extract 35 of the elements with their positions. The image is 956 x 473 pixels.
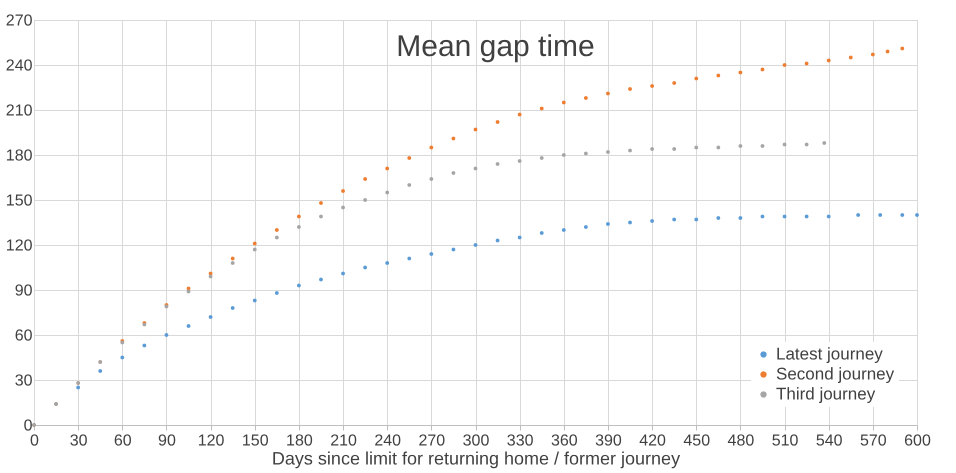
x-tick-label: 180 [286,432,313,450]
x-tick-label: 30 [70,432,88,450]
x-tick-label: 450 [683,432,710,450]
legend-label: Third journey [776,384,876,404]
x-tick-label: 420 [639,432,666,450]
x-tick-label: 270 [418,432,446,450]
x-tick-label: 60 [114,432,132,450]
y-tick-label: 0 [24,418,33,434]
x-tick-label: 480 [728,432,754,450]
x-tick-label: 300 [462,432,490,450]
legend-label: Latest journey [776,344,884,364]
y-tick-label: 30 [14,372,33,390]
y-tick-label: 240 [6,58,33,74]
x-tick-label: 90 [158,432,176,450]
x-axis-title: Days since limit for returning home / former journey [272,448,680,468]
x-tick-label: 330 [506,432,534,450]
y-tick-label: 90 [14,282,33,300]
x-tick-label: 570 [860,432,887,450]
x-tick-label: 600 [904,432,931,450]
y-tick-label: 60 [14,328,33,344]
y-tick-label: 120 [6,238,33,254]
legend-label: Second journey [776,364,895,384]
y-tick-label: 180 [6,148,33,164]
chart-title: Mean gap time [396,30,595,63]
x-tick-label: 150 [242,432,269,450]
x-tick-label: 120 [198,432,225,450]
x-tick-label: 210 [330,432,357,450]
x-tick-label: 240 [374,432,402,450]
x-tick-label: 360 [550,432,578,450]
x-tick-label: 510 [772,432,798,450]
y-tick-label: 270 [6,12,33,30]
y-tick-label: 150 [6,192,33,210]
y-tick-label: 210 [6,102,33,120]
x-tick-label: 540 [816,432,843,450]
x-tick-label: 390 [595,432,622,450]
